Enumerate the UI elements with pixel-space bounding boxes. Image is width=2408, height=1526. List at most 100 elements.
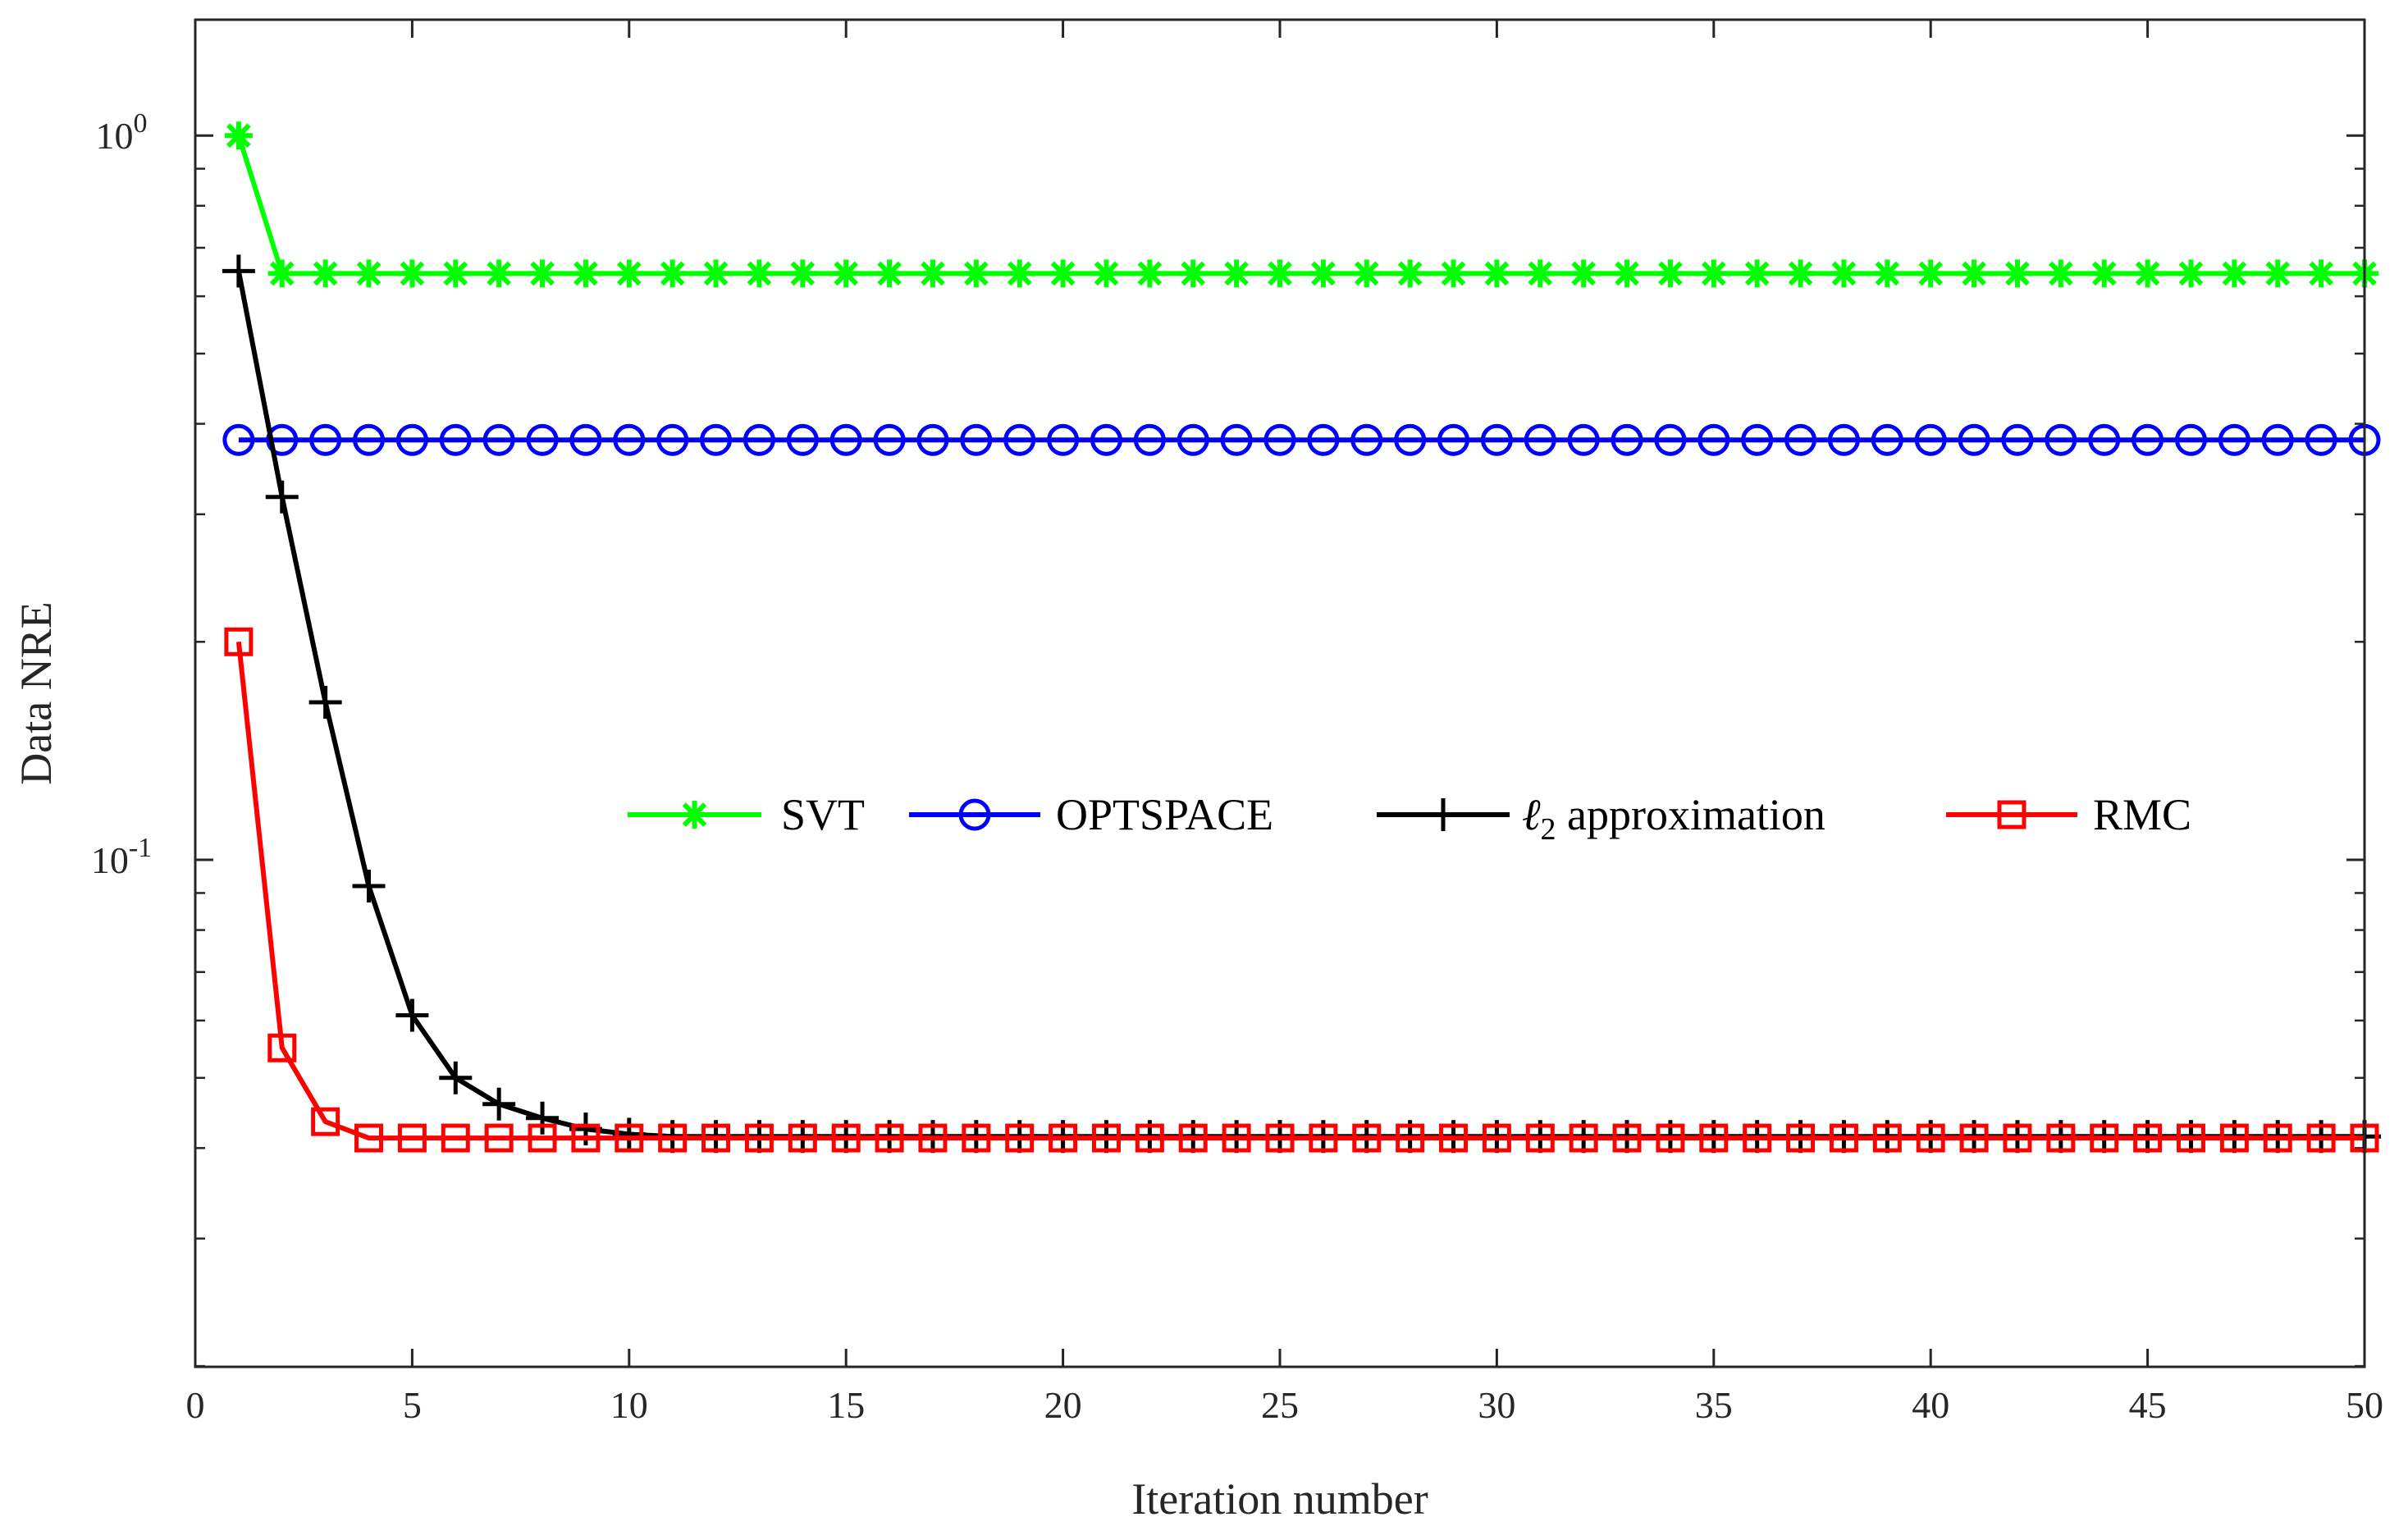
data-point <box>395 423 428 456</box>
data-point <box>1049 259 1077 288</box>
data-point <box>1266 259 1294 288</box>
x-tick-label: 45 <box>2129 1384 2167 1426</box>
legend-item-optspace: OPTSPACE <box>909 790 1273 839</box>
y-axis-label: Data NRE <box>11 601 61 784</box>
data-point <box>1786 1123 1816 1153</box>
data-point <box>397 1123 427 1153</box>
data-point <box>1352 259 1381 288</box>
data-point <box>1656 259 1684 288</box>
data-point <box>1482 1123 1511 1153</box>
data-point <box>1741 423 1774 456</box>
data-point <box>1092 259 1121 288</box>
data-point <box>353 423 386 456</box>
data-point <box>482 423 515 456</box>
data-point <box>831 1123 861 1153</box>
data-point <box>2261 423 2294 456</box>
data-point <box>2090 1123 2119 1153</box>
legend-marker <box>1427 798 1460 831</box>
data-point <box>2305 423 2337 456</box>
data-point <box>395 998 429 1032</box>
data-point <box>1003 423 1036 456</box>
data-point <box>658 259 687 288</box>
data-point <box>1091 1123 1121 1153</box>
data-point <box>2001 423 2034 456</box>
data-point <box>743 423 775 456</box>
data-point <box>222 254 255 288</box>
data-point <box>441 1123 470 1153</box>
data-point <box>1570 259 1598 288</box>
data-point <box>354 1123 384 1153</box>
data-point <box>701 259 730 288</box>
data-point <box>569 423 602 456</box>
data-point <box>1396 1123 1425 1153</box>
data-point <box>1871 423 1903 456</box>
data-point <box>1917 259 1945 288</box>
data-point <box>1179 259 1208 288</box>
x-tick-label: 50 <box>2346 1384 2383 1426</box>
legend-marker <box>958 798 991 831</box>
data-point <box>311 1107 340 1136</box>
data-point <box>2090 259 2118 288</box>
data-point <box>526 423 559 456</box>
legend-marker-optspace <box>958 798 991 831</box>
data-point <box>1309 259 1337 288</box>
legend-marker <box>1997 800 2026 829</box>
data-point <box>1352 1123 1382 1153</box>
data-point <box>2174 423 2207 456</box>
data-point <box>1135 259 1164 288</box>
data-point <box>2218 423 2250 456</box>
data-point <box>1090 423 1122 456</box>
x-tick-label: 20 <box>1044 1384 1082 1426</box>
data-point <box>615 259 643 288</box>
tick-labels: 0 5 10 15 20 25 30 35 40 45 50 100 10-1 <box>91 108 2383 1426</box>
x-tick-label: 15 <box>827 1384 865 1426</box>
series-3 <box>224 627 2379 1153</box>
data-point <box>1960 259 1989 288</box>
legend-label-svt: SVT <box>781 790 865 839</box>
data-point <box>398 259 427 288</box>
data-point <box>1309 1123 1338 1153</box>
data-point <box>526 1101 560 1135</box>
data-point <box>1177 423 1209 456</box>
data-point <box>439 1061 473 1094</box>
data-point <box>918 259 947 288</box>
data-point <box>571 1123 601 1153</box>
data-point <box>2133 259 2162 288</box>
data-point <box>1567 423 1600 456</box>
data-point <box>1958 423 1990 456</box>
data-point <box>1524 423 1556 456</box>
data-point <box>960 423 993 456</box>
data-point <box>786 423 819 456</box>
data-point <box>1437 423 1470 456</box>
data-point <box>2133 1123 2163 1153</box>
data-point <box>962 1123 991 1153</box>
data-point <box>1656 1123 1685 1153</box>
data-point <box>482 1087 516 1121</box>
data-point <box>2307 259 2336 288</box>
data-point <box>1654 423 1687 456</box>
data-point <box>1873 259 1902 288</box>
x-tick-label: 40 <box>1912 1384 1949 1426</box>
data-point <box>352 870 386 903</box>
data-point <box>1049 1123 1078 1153</box>
data-point <box>528 259 557 288</box>
data-point <box>744 1123 774 1153</box>
data-point <box>1350 423 1383 456</box>
data-point <box>1827 423 1860 456</box>
data-point <box>1786 259 1815 288</box>
y-tick-label: 10-1 <box>91 833 152 881</box>
data-point <box>2219 1123 2249 1153</box>
x-tick-label: 10 <box>610 1384 648 1426</box>
data-point <box>267 1033 297 1062</box>
data-point <box>1047 423 1080 456</box>
legend-label-ell: ℓ <box>1522 790 1541 839</box>
series-0 <box>224 121 2378 288</box>
data-point <box>1699 259 1728 288</box>
x-tick-label: 30 <box>1478 1384 1515 1426</box>
data-point <box>309 423 342 456</box>
legend-marker-rmc <box>1997 800 2026 829</box>
data-point <box>875 1123 904 1153</box>
data-point <box>2003 1123 2032 1153</box>
data-point <box>2088 423 2121 456</box>
data-point <box>745 259 774 288</box>
